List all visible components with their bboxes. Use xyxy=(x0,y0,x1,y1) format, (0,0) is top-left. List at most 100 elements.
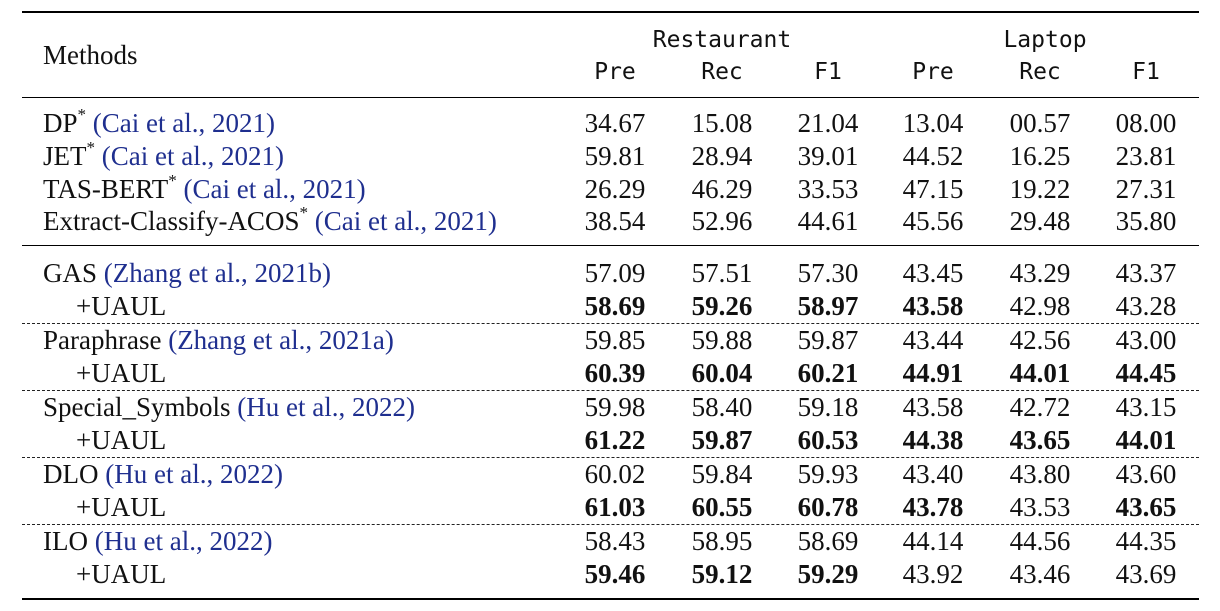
section-rule xyxy=(22,245,1199,246)
table-cell: 35.80 xyxy=(1115,206,1177,236)
method-name: Paraphrase (Zhang et al., 2021a) xyxy=(43,325,394,355)
method-name: +UAUL xyxy=(76,291,167,321)
table-cell: 59.18 xyxy=(797,392,859,422)
table-cell: 57.30 xyxy=(797,258,859,288)
citation-link[interactable]: (Zhang et al., 2021b) xyxy=(97,258,331,288)
group-divider xyxy=(22,323,1199,324)
table-cell: 52.96 xyxy=(691,206,753,236)
column-header-pre: Pre xyxy=(912,59,954,85)
method-name: +UAUL xyxy=(76,425,167,455)
table-cell: 34.67 xyxy=(584,108,646,138)
laptop-header: Laptop xyxy=(1003,27,1087,53)
method-name: DP* (Cai et al., 2021) xyxy=(43,105,275,138)
table-cell: 42.72 xyxy=(1009,392,1071,422)
method-name: Special_Symbols (Hu et al., 2022) xyxy=(43,392,415,422)
table-cell: 38.54 xyxy=(584,206,646,236)
method-name: TAS-BERT* (Cai et al., 2021) xyxy=(43,171,366,204)
table-cell: 60.78 xyxy=(797,492,859,522)
table-cell: 43.45 xyxy=(902,258,964,288)
table-cell: 43.80 xyxy=(1009,459,1071,489)
method-name: ILO (Hu et al., 2022) xyxy=(43,526,273,556)
table-cell: 15.08 xyxy=(691,108,753,138)
table-cell: 59.88 xyxy=(691,325,753,355)
table-cell: 08.00 xyxy=(1115,108,1177,138)
table-cell: 44.01 xyxy=(1009,358,1071,388)
table-cell: 59.87 xyxy=(797,325,859,355)
table-cell: 44.91 xyxy=(902,358,964,388)
column-header-pre: Pre xyxy=(594,59,636,85)
table-cell: 42.56 xyxy=(1009,325,1071,355)
table-cell: 59.29 xyxy=(797,559,859,589)
citation-link[interactable]: (Cai et al., 2021) xyxy=(176,174,366,204)
method-name: +UAUL xyxy=(76,492,167,522)
table-cell: 44.52 xyxy=(902,141,964,171)
citation-link[interactable]: (Hu et al., 2022) xyxy=(87,526,273,556)
citation-link[interactable]: (Hu et al., 2022) xyxy=(230,392,415,422)
group-divider xyxy=(22,457,1199,458)
citation-link[interactable]: (Cai et al., 2021) xyxy=(86,108,275,138)
table-cell: 43.78 xyxy=(902,492,964,522)
table-cell: 61.22 xyxy=(584,425,646,455)
citation-link[interactable]: (Cai et al., 2021) xyxy=(95,141,284,171)
table-cell: 42.98 xyxy=(1009,291,1071,321)
group-divider xyxy=(22,390,1199,391)
table-cell: 60.04 xyxy=(691,358,753,388)
table-cell: 59.46 xyxy=(584,559,646,589)
table-cell: 59.81 xyxy=(584,141,646,171)
citation-link[interactable]: (Zhang et al., 2021a) xyxy=(161,325,394,355)
table-cell: 16.25 xyxy=(1009,141,1071,171)
table-cell: 43.92 xyxy=(902,559,964,589)
table-cell: 59.12 xyxy=(691,559,753,589)
table-cell: 33.53 xyxy=(797,174,859,204)
method-name: Extract-Classify-ACOS* (Cai et al., 2021… xyxy=(43,203,497,236)
table-cell: 29.48 xyxy=(1009,206,1071,236)
column-header-f1: F1 xyxy=(1132,59,1160,85)
table-cell: 45.56 xyxy=(902,206,964,236)
table-cell: 23.81 xyxy=(1115,141,1177,171)
table-cell: 44.56 xyxy=(1009,526,1071,556)
method-name: DLO (Hu et al., 2022) xyxy=(43,459,283,489)
table-cell: 58.69 xyxy=(584,291,646,321)
table-cell: 43.28 xyxy=(1115,291,1177,321)
table-cell: 43.37 xyxy=(1115,258,1177,288)
table-cell: 59.84 xyxy=(691,459,753,489)
table-cell: 43.58 xyxy=(902,392,964,422)
table-cell: 43.40 xyxy=(902,459,964,489)
table-cell: 57.51 xyxy=(691,258,753,288)
table-cell: 00.57 xyxy=(1009,108,1071,138)
table-cell: 60.53 xyxy=(797,425,859,455)
table-cell: 44.45 xyxy=(1115,358,1177,388)
table-cell: 43.29 xyxy=(1009,258,1071,288)
table-cell: 27.31 xyxy=(1115,174,1177,204)
table-cell: 43.44 xyxy=(902,325,964,355)
table-cell: 58.97 xyxy=(797,291,859,321)
table-cell: 28.94 xyxy=(691,141,753,171)
table-cell: 43.53 xyxy=(1009,492,1071,522)
table-cell: 57.09 xyxy=(584,258,646,288)
table-cell: 58.69 xyxy=(797,526,859,556)
table-cell: 58.40 xyxy=(691,392,753,422)
table-cell: 43.00 xyxy=(1115,325,1177,355)
table-cell: 60.21 xyxy=(797,358,859,388)
column-header-rec: Rec xyxy=(701,59,743,85)
table-cell: 59.93 xyxy=(797,459,859,489)
table-cell: 58.43 xyxy=(584,526,646,556)
table-cell: 60.39 xyxy=(584,358,646,388)
table-cell: 44.01 xyxy=(1115,425,1177,455)
table-cell: 43.65 xyxy=(1009,425,1071,455)
group-divider xyxy=(22,524,1199,525)
column-header-f1: F1 xyxy=(814,59,842,85)
method-name: +UAUL xyxy=(76,559,167,589)
table-cell: 44.61 xyxy=(797,206,859,236)
table-cell: 58.95 xyxy=(691,526,753,556)
citation-link[interactable]: (Cai et al., 2021) xyxy=(307,206,497,236)
restaurant-header: Restaurant xyxy=(652,27,792,53)
methods-header: Methods xyxy=(43,40,138,70)
citation-link[interactable]: (Hu et al., 2022) xyxy=(98,459,283,489)
header-rule xyxy=(22,97,1199,98)
table-cell: 43.60 xyxy=(1115,459,1177,489)
column-header-rec: Rec xyxy=(1019,59,1061,85)
table-cell: 43.58 xyxy=(902,291,964,321)
method-name: +UAUL xyxy=(76,358,167,388)
table-cell: 60.02 xyxy=(584,459,646,489)
